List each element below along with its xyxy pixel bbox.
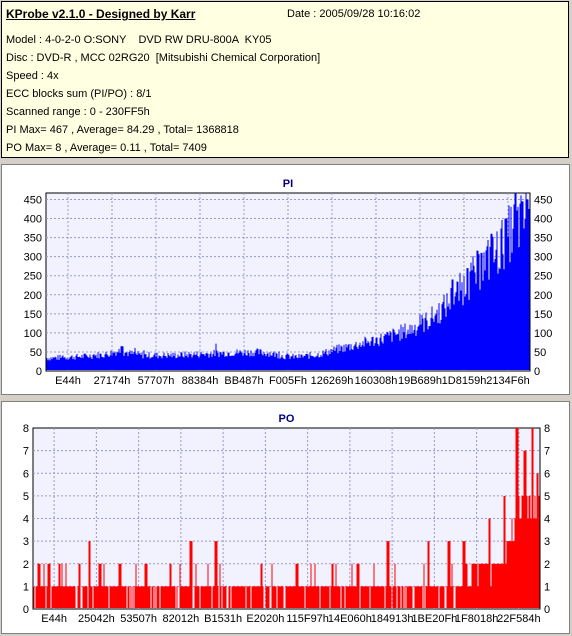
po-chart-panel: PO 0 0 1 1 2 2 3 3 4 4 5 5 6 6 7 7 8 8 E44h 25042h 53507h 8201…	[1, 401, 570, 634]
y-tick-label-right: 0	[544, 604, 550, 616]
x-tick-label: 25042h	[78, 613, 115, 625]
y-tick-label-right: 0	[534, 366, 540, 378]
y-tick-label-right: 50	[534, 347, 546, 359]
y-tick-label-right: 5	[544, 491, 550, 503]
data-series	[46, 193, 530, 370]
x-tick-label: 160308h	[355, 375, 398, 387]
y-tick-label-right: 7	[544, 446, 550, 458]
x-tick-label: 53507h	[120, 613, 157, 625]
y-tick-label-left: 200	[24, 290, 42, 302]
x-tick-label: E44h	[41, 613, 67, 625]
x-tick-label: 14E060h	[328, 613, 372, 625]
y-tick-label-right: 350	[534, 233, 552, 245]
y-tick-label-left: 7	[23, 446, 29, 458]
app-title: KProbe v2.1.0 - Designed by Karr	[6, 7, 196, 21]
y-tick-label-right: 2	[544, 559, 550, 571]
y-tick-label-left: 5	[23, 491, 29, 503]
y-tick-label-right: 4	[544, 514, 550, 526]
y-tick-label-right: 300	[534, 252, 552, 264]
x-tick-label: 2134F6h	[486, 375, 529, 387]
x-tick-label: BB487h	[224, 375, 263, 387]
x-tick-label: E44h	[55, 375, 81, 387]
y-tick-label-left: 450	[24, 194, 42, 206]
x-tick-label: 1D8159h	[442, 375, 487, 387]
data-series	[33, 428, 540, 608]
po-summary-line: PO Max= 8 , Average= 0.11 , Total= 7409	[6, 142, 207, 154]
y-tick-label-left: 50	[30, 347, 42, 359]
y-tick-label-left: 8	[23, 423, 29, 435]
y-tick-label-left: 2	[23, 559, 29, 571]
x-tick-label: 126269h	[311, 375, 354, 387]
y-tick-label-left: 300	[24, 252, 42, 264]
x-tick-label: 115F97h	[286, 613, 329, 625]
y-tick-label-right: 250	[534, 271, 552, 283]
disc-line: Disc : DVD-R , MCC 02RG20 [Mitsubishi Ch…	[6, 52, 321, 64]
x-tick-label: 27174h	[94, 375, 131, 387]
y-tick-label-left: 150	[24, 309, 42, 321]
pi-chart-panel: PI 0 0 50 50 100 100 150 150 200 200 250 250 300 300 35…	[1, 164, 570, 395]
po-chart: PO 0 0 1 1 2 2 3 3 4 4 5 5 6 6 7 7 8 8 E44h 25042h 53507h 8201…	[23, 413, 550, 625]
y-tick-label-right: 150	[534, 309, 552, 321]
x-tick-label: 57707h	[138, 375, 175, 387]
y-tick-label-left: 0	[36, 366, 42, 378]
x-tick-label: E2020h	[246, 613, 284, 625]
y-tick-label-left: 250	[24, 271, 42, 283]
y-tick-label-right: 6	[544, 468, 550, 480]
y-tick-label-left: 0	[23, 604, 29, 616]
x-tick-label: F005Fh	[269, 375, 307, 387]
chart-title: PI	[283, 178, 293, 190]
y-tick-label-left: 400	[24, 214, 42, 226]
y-tick-label-left: 350	[24, 233, 42, 245]
pi-chart: PI 0 0 50 50 100 100 150 150 200 200 250 250 300 300 35…	[24, 178, 553, 387]
model-line: Model : 4-0-2-0 O:SONY DVD RW DRU-800A K…	[6, 34, 272, 46]
range-line: Scanned range : 0 - 230FF5h	[6, 106, 150, 118]
y-tick-label-left: 1	[23, 581, 29, 593]
y-tick-label-right: 1	[544, 581, 550, 593]
y-tick-label-left: 6	[23, 468, 29, 480]
x-tick-label: 82012h	[163, 613, 200, 625]
x-tick-label: 19B689h	[398, 375, 442, 387]
x-tick-label: 1F8018h	[455, 613, 498, 625]
y-tick-label-right: 8	[544, 423, 550, 435]
x-tick-label: 1BE20Fh	[411, 613, 457, 625]
x-tick-label: 184913h	[371, 613, 414, 625]
x-tick-label: B1531h	[204, 613, 242, 625]
y-tick-label-right: 200	[534, 290, 552, 302]
info-panel: KProbe v2.1.0 - Designed by Karr Date : …	[1, 1, 569, 158]
x-tick-label: 22F584h	[497, 613, 540, 625]
y-tick-label-right: 3	[544, 536, 550, 548]
scan-date: Date : 2005/09/28 10:16:02	[287, 8, 421, 20]
y-tick-label-left: 100	[24, 328, 42, 340]
y-tick-label-right: 400	[534, 214, 552, 226]
pi-summary-line: PI Max= 467 , Average= 84.29 , Total= 13…	[6, 124, 239, 136]
x-tick-label: 88384h	[182, 375, 219, 387]
y-tick-label-left: 4	[23, 514, 29, 526]
speed-line: Speed : 4x	[6, 70, 59, 82]
y-tick-label-right: 100	[534, 328, 552, 340]
ecc-line: ECC blocks sum (PI/PO) : 8/1	[6, 88, 152, 100]
y-tick-label-right: 450	[534, 194, 552, 206]
y-tick-label-left: 3	[23, 536, 29, 548]
chart-title: PO	[279, 413, 295, 425]
